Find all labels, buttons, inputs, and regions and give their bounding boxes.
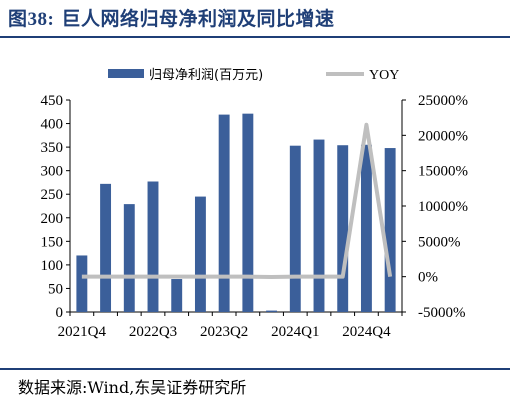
left-tick-label: 50 <box>48 281 63 297</box>
left-tick-label: 150 <box>41 234 64 250</box>
legend-bar-swatch <box>108 69 144 78</box>
x-tick-label: 2024Q4 <box>342 324 391 340</box>
source-rule <box>0 368 510 370</box>
bar <box>194 196 206 312</box>
bar <box>360 144 372 312</box>
x-tick-label: 2021Q4 <box>58 324 107 340</box>
left-tick-label: 400 <box>41 117 64 133</box>
bar <box>171 279 183 312</box>
left-tick-label: 450 <box>41 93 64 109</box>
left-tick-label: 200 <box>41 211 64 227</box>
bar <box>147 181 159 312</box>
left-tick-label: 0 <box>56 305 64 321</box>
yoy-line <box>81 122 393 280</box>
right-tick-label: 25000% <box>418 93 468 109</box>
legend-line-label: YOY <box>369 68 399 83</box>
title-rule <box>0 36 510 38</box>
left-tick-label: 350 <box>41 140 64 156</box>
source-note: 数据来源:Wind,东吴证券研究所 <box>18 378 247 397</box>
x-tick-label: 2023Q2 <box>200 324 248 340</box>
left-tick-label: 250 <box>41 187 64 203</box>
bar <box>218 114 230 312</box>
bar <box>384 148 396 312</box>
bar <box>100 183 112 312</box>
bar <box>242 113 254 312</box>
bar <box>76 255 88 312</box>
x-tick-label: 2022Q3 <box>129 324 177 340</box>
bar <box>289 145 301 312</box>
right-tick-label: -5000% <box>418 305 466 321</box>
bar <box>313 139 325 312</box>
figure-title: 图38: 巨人网络归母净利润及同比增速 <box>8 4 334 31</box>
left-tick-label: 100 <box>41 258 64 274</box>
figure-number: 图38: <box>8 9 55 30</box>
figure-title-text: 巨人网络归母净利润及同比增速 <box>61 8 335 30</box>
legend-bar-label: 归母净利润(百万元) <box>149 68 263 83</box>
right-tick-label: 0% <box>418 270 438 286</box>
left-tick-label: 300 <box>41 164 64 180</box>
right-tick-label: 5000% <box>418 234 461 250</box>
bar <box>123 204 135 312</box>
bar <box>266 310 278 312</box>
right-tick-label: 10000% <box>418 199 468 215</box>
bar <box>337 145 349 312</box>
right-tick-label: 15000% <box>418 164 468 180</box>
right-tick-label: 20000% <box>418 128 468 144</box>
x-tick-label: 2024Q1 <box>271 324 319 340</box>
